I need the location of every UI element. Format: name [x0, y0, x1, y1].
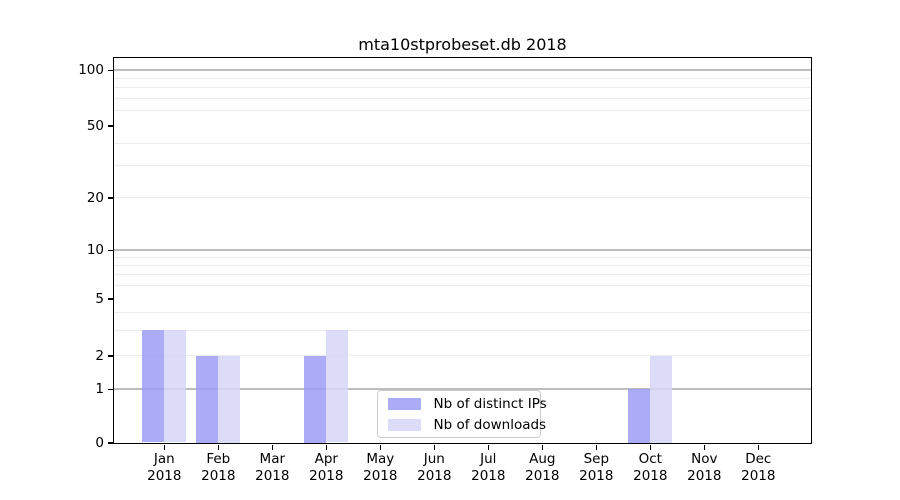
minor-gridline-70 [113, 98, 811, 100]
y-tick-label-1: 1 [95, 381, 104, 397]
x-tick-mark-apr [325, 444, 327, 450]
minor-gridline-7 [113, 274, 811, 276]
x-tick-label-feb: Feb 2018 [188, 451, 248, 484]
x-tick-month: Feb [206, 451, 231, 467]
bar-apr-distinct-ips [303, 355, 326, 443]
bar-apr-downloads [325, 330, 348, 443]
legend-swatch-downloads [387, 418, 421, 431]
minor-gridline-2 [113, 355, 811, 356]
x-tick-mark-mar [271, 444, 273, 450]
minor-gridline-3 [113, 329, 811, 331]
legend: Nb of distinct IPs Nb of downloads [376, 390, 547, 438]
x-tick-mark-sep [595, 444, 597, 450]
x-tick-label-jan: Jan 2018 [134, 451, 194, 484]
bar-feb-distinct-ips [195, 355, 218, 443]
legend-label: Nb of downloads [433, 416, 547, 433]
x-tick-year: 2018 [417, 467, 452, 484]
minor-gridline-6 [113, 285, 811, 287]
major-gridline-100 [113, 69, 811, 71]
major-gridline-10 [113, 249, 811, 251]
minor-gridline-90 [113, 77, 811, 79]
x-tick-month: Nov [691, 451, 718, 467]
legend-entry: Nb of downloads [387, 417, 546, 433]
minor-gridline-20 [113, 197, 811, 198]
bar-oct-downloads [649, 355, 672, 443]
bar-feb-downloads [217, 355, 240, 443]
x-tick-month: May [366, 451, 395, 467]
bar-jan-downloads [163, 330, 186, 443]
x-tick-mark-jul [487, 444, 489, 450]
chart-title: mta10stprobeset.db 2018 [358, 35, 567, 54]
x-tick-mark-oct [649, 444, 651, 450]
x-tick-month: Aug [529, 451, 556, 467]
minor-gridline-9 [113, 256, 811, 258]
x-tick-label-oct: Oct 2018 [620, 451, 680, 484]
minor-gridline-8 [113, 265, 811, 267]
x-tick-month: Jan [153, 451, 175, 467]
y-tick-label-20: 20 [86, 189, 104, 206]
y-tick-mark-2 [108, 355, 113, 357]
bar-jan-distinct-ips [141, 330, 164, 443]
x-tick-year: 2018 [201, 467, 236, 484]
y-tick-label-2: 2 [95, 347, 104, 364]
plot-area: Nb of distinct IPs Nb of downloads [112, 57, 812, 444]
x-tick-label-jun: Jun 2018 [404, 451, 464, 484]
minor-gridline-40 [113, 142, 811, 144]
x-tick-label-jul: Jul 2018 [458, 451, 518, 484]
x-tick-mark-may [379, 444, 381, 450]
bar-oct-distinct-ips [627, 389, 650, 443]
x-tick-label-mar: Mar 2018 [242, 451, 302, 484]
y-tick-label-5: 5 [95, 290, 104, 307]
minor-gridline-80 [113, 87, 811, 89]
y-tick-label-10: 10 [86, 242, 104, 258]
x-tick-year: 2018 [255, 467, 290, 484]
x-tick-mark-jan [163, 444, 165, 450]
x-tick-label-may: May 2018 [350, 451, 410, 484]
x-tick-mark-feb [217, 444, 219, 450]
x-tick-label-nov: Nov 2018 [674, 451, 734, 484]
y-tick-mark-5 [108, 298, 113, 300]
legend-swatch-distinct-ips [387, 397, 421, 410]
x-tick-month: Jul [480, 451, 497, 467]
minor-gridline-4 [113, 311, 811, 313]
x-tick-label-sep: Sep 2018 [566, 451, 626, 484]
y-tick-mark-0 [108, 442, 113, 444]
legend-label: Nb of distinct IPs [433, 395, 547, 412]
x-tick-year: 2018 [309, 467, 344, 484]
y-tick-label-50: 50 [86, 117, 104, 134]
x-tick-year: 2018 [525, 467, 560, 484]
x-tick-year: 2018 [363, 467, 398, 484]
x-tick-label-dec: Dec 2018 [728, 451, 788, 484]
x-tick-mark-aug [541, 444, 543, 450]
y-tick-mark-10 [108, 249, 113, 252]
minor-gridline-30 [113, 165, 811, 167]
major-gridline-1 [113, 388, 811, 390]
legend-entry: Nb of distinct IPs [387, 396, 547, 412]
x-tick-year: 2018 [147, 467, 182, 484]
x-tick-year: 2018 [633, 467, 668, 484]
y-tick-mark-1 [108, 388, 113, 391]
x-tick-month: Dec [745, 451, 772, 467]
y-tick-mark-50 [108, 125, 113, 127]
x-tick-month: Mar [259, 451, 286, 467]
x-tick-mark-dec [757, 444, 759, 450]
x-tick-year: 2018 [687, 467, 722, 484]
x-tick-mark-jun [433, 444, 435, 450]
minor-gridline-60 [113, 110, 811, 112]
x-tick-mark-nov [703, 444, 705, 450]
x-tick-year: 2018 [471, 467, 506, 484]
x-tick-month: Sep [583, 451, 610, 467]
x-tick-label-aug: Aug 2018 [512, 451, 572, 484]
y-tick-label-0: 0 [95, 434, 104, 451]
x-tick-month: Apr [314, 451, 338, 467]
x-tick-year: 2018 [741, 467, 776, 484]
x-tick-year: 2018 [579, 467, 614, 484]
y-tick-label-100: 100 [78, 62, 104, 78]
y-tick-mark-100 [108, 69, 113, 72]
x-tick-month: Oct [638, 451, 662, 467]
x-tick-label-apr: Apr 2018 [296, 451, 356, 484]
x-tick-month: Jun [423, 451, 445, 467]
y-tick-mark-20 [108, 197, 113, 199]
